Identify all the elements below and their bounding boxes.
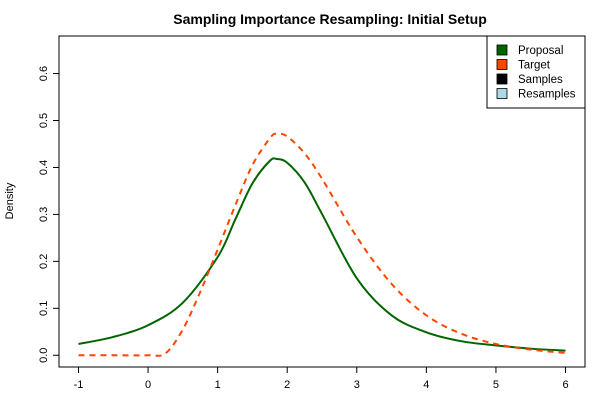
y-tick-label: 0.5: [38, 113, 50, 128]
legend-label: Target: [518, 60, 551, 72]
x-tick-label: 6: [562, 379, 568, 391]
x-tick-label: -1: [74, 379, 84, 391]
y-tick-label: 0.1: [38, 301, 50, 316]
legend-swatch: [496, 44, 508, 56]
legend-label: Resamples: [518, 89, 576, 101]
x-tick-label: 4: [423, 379, 429, 391]
y-axis-label: Density: [4, 182, 16, 219]
y-tick-label: 0.4: [38, 160, 50, 175]
legend-swatch: [496, 88, 508, 99]
legend-label: Proposal: [518, 45, 563, 57]
legend: Proposal Target Samples Resamples: [486, 35, 586, 109]
x-tick-label: 3: [354, 379, 360, 391]
y-axis: 0.0 0.1 0.2 0.3 0.4 0.5 0.6: [38, 66, 60, 363]
legend-label: Samples: [518, 74, 563, 86]
y-tick-label: 0.6: [38, 66, 50, 81]
y-tick-label: 0.2: [38, 254, 50, 269]
x-axis: -1 0 1 2 3 4 5 6: [74, 366, 569, 391]
x-tick-label: 2: [284, 379, 290, 391]
series-layer: [78, 132, 566, 357]
y-tick-label: 0.0: [38, 348, 50, 363]
x-tick-label: 5: [493, 379, 499, 391]
proposal-curve: [78, 157, 566, 352]
chart-title: Sampling Importance Resampling: Initial …: [173, 11, 487, 27]
legend-swatch: [496, 73, 508, 85]
legend-swatch: [496, 59, 508, 70]
y-tick-label: 0.3: [38, 207, 50, 222]
x-tick-label: 0: [145, 379, 151, 391]
x-tick-label: 1: [215, 379, 221, 391]
